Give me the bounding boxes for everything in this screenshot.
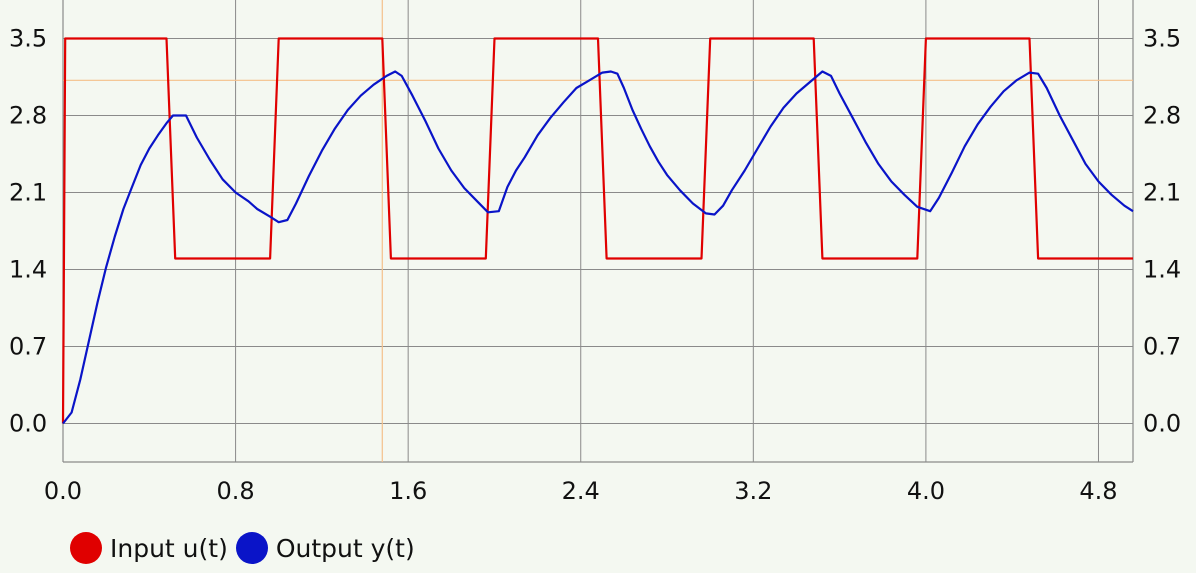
legend: Input u(t) Output y(t) bbox=[70, 530, 423, 566]
grid-lines bbox=[62, 0, 1134, 463]
y-tick-label: 3.5 bbox=[9, 25, 47, 53]
x-tick-label: 0.8 bbox=[216, 477, 254, 505]
y-tick-label-right: 0.7 bbox=[1143, 333, 1181, 361]
y-tick-label-right: 2.1 bbox=[1143, 179, 1181, 207]
legend-label-output: Output y(t) bbox=[275, 533, 415, 563]
x-tick-label: 4.8 bbox=[1079, 477, 1117, 505]
input-series-line bbox=[61, 37, 1133, 424]
y-tick-label: 0.0 bbox=[9, 410, 47, 438]
legend-swatch-output bbox=[235, 532, 268, 564]
x-tick-label: 0.0 bbox=[44, 477, 82, 505]
y-tick-label-right: 2.8 bbox=[1143, 102, 1181, 130]
y-tick-label: 1.4 bbox=[9, 256, 47, 284]
x-tick-label: 1.6 bbox=[389, 477, 427, 505]
y-tick-label-right: 1.4 bbox=[1143, 256, 1181, 284]
crosshair bbox=[63, 0, 1133, 462]
series-lines bbox=[61, 37, 1134, 425]
left-y-axis-labels: 0.0 0.7 1.4 2.1 2.8 3.5 bbox=[9, 25, 47, 438]
y-tick-label: 0.7 bbox=[9, 333, 47, 361]
y-tick-label-right: 0.0 bbox=[1143, 410, 1181, 438]
output-series-line bbox=[62, 70, 1134, 425]
x-tick-label: 3.2 bbox=[734, 477, 772, 505]
legend-label-input: Input u(t) bbox=[110, 533, 228, 563]
y-tick-label-right: 3.5 bbox=[1143, 25, 1181, 53]
x-tick-label: 2.4 bbox=[562, 477, 600, 505]
x-tick-label: 4.0 bbox=[907, 477, 945, 505]
legend-item-output[interactable]: Output y(t) bbox=[235, 532, 415, 564]
x-axis-labels: 0.0 0.8 1.6 2.4 3.2 4.0 4.8 bbox=[44, 477, 1118, 505]
y-tick-label: 2.8 bbox=[9, 102, 47, 130]
y-tick-label: 2.1 bbox=[9, 179, 47, 207]
right-y-axis-labels: 0.0 0.7 1.4 2.1 2.8 3.5 bbox=[1143, 25, 1181, 438]
legend-swatch-input bbox=[70, 532, 102, 564]
legend-item-input[interactable]: Input u(t) bbox=[70, 532, 228, 564]
